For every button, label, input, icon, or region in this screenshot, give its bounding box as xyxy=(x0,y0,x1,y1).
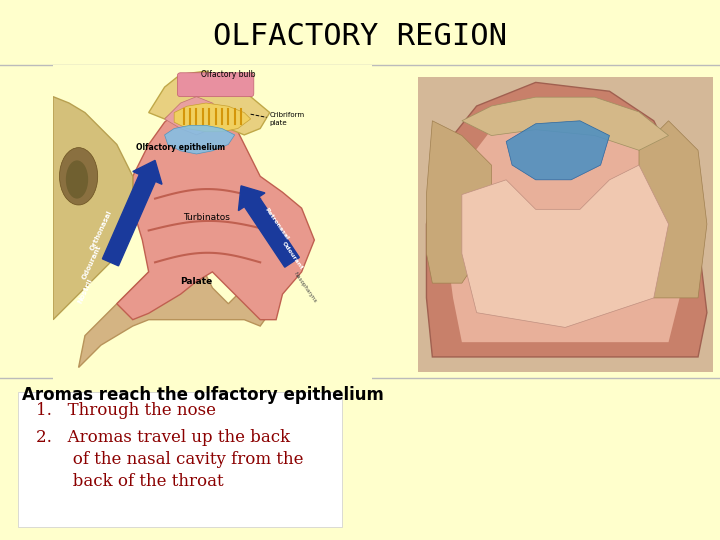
Text: Retronasal: Retronasal xyxy=(263,207,289,241)
Polygon shape xyxy=(165,97,228,135)
Ellipse shape xyxy=(66,160,88,199)
Polygon shape xyxy=(506,121,609,180)
Text: 1.   Through the nose: 1. Through the nose xyxy=(36,402,216,419)
FancyBboxPatch shape xyxy=(177,73,254,97)
Polygon shape xyxy=(426,121,491,283)
FancyArrow shape xyxy=(102,160,162,266)
Text: Odourant: Odourant xyxy=(281,241,304,271)
Text: back of the throat: back of the throat xyxy=(36,472,224,489)
Text: Cribriform
plate: Cribriform plate xyxy=(270,112,305,126)
Text: OLFACTORY REGION: OLFACTORY REGION xyxy=(213,22,507,51)
Polygon shape xyxy=(53,65,372,383)
Text: Nostril: Nostril xyxy=(76,278,94,305)
Text: Olfactory epithelium: Olfactory epithelium xyxy=(136,143,225,152)
Polygon shape xyxy=(462,97,668,150)
Polygon shape xyxy=(418,77,713,372)
Polygon shape xyxy=(462,165,668,327)
Text: of the nasal cavity from the: of the nasal cavity from the xyxy=(36,451,304,468)
Ellipse shape xyxy=(60,147,98,205)
Polygon shape xyxy=(78,240,276,367)
Polygon shape xyxy=(174,103,251,132)
Text: Palate: Palate xyxy=(180,277,212,286)
Polygon shape xyxy=(53,97,132,320)
Polygon shape xyxy=(165,125,235,154)
Polygon shape xyxy=(117,97,315,320)
Text: Olfactory bulb: Olfactory bulb xyxy=(201,70,256,79)
Polygon shape xyxy=(149,71,270,135)
Text: Nasopharynx: Nasopharynx xyxy=(292,272,318,304)
Polygon shape xyxy=(426,83,707,357)
Text: Aromas reach the olfactory epithelium: Aromas reach the olfactory epithelium xyxy=(22,386,384,404)
Text: 2.   Aromas travel up the back: 2. Aromas travel up the back xyxy=(36,429,290,446)
Text: Orthonasal: Orthonasal xyxy=(89,210,113,252)
Polygon shape xyxy=(639,121,707,298)
FancyArrow shape xyxy=(238,186,300,267)
Text: Odourant: Odourant xyxy=(81,244,102,281)
Polygon shape xyxy=(447,100,683,342)
Text: Turbinatos: Turbinatos xyxy=(183,213,230,222)
FancyBboxPatch shape xyxy=(18,392,342,526)
